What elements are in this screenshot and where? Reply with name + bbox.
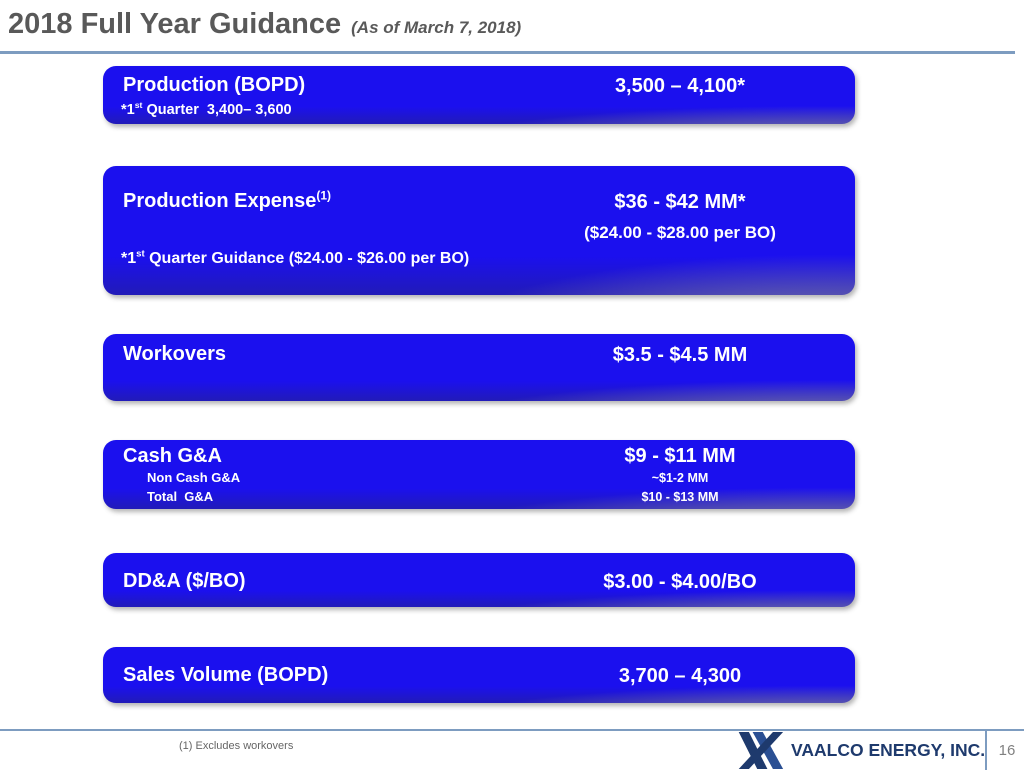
workovers-value-group: $3.5 - $4.5 MM (530, 344, 830, 367)
non-cash-ga-value: ~$1-2 MM (651, 471, 709, 485)
guidance-box-sales-volume: Sales Volume (BOPD) 3,700 – 4,300 (103, 647, 855, 703)
workovers-label: Workovers (123, 343, 227, 365)
production-note-post: Quarter 3,400– 3,600 (142, 102, 292, 118)
production-note-pre: *1 (121, 102, 135, 118)
production-expense-note-sup: st (136, 248, 145, 260)
guidance-box-production: Production (BOPD) 3,500 – 4,100* *1st Qu… (103, 66, 855, 124)
footnote: (1) Excludes workovers (179, 740, 294, 752)
production-note: *1st Quarter 3,400– 3,600 (121, 100, 292, 118)
production-expense-note: *1st Quarter Guidance ($24.00 - $26.00 p… (121, 248, 470, 268)
production-expense-note-post: Quarter Guidance ($24.00 - $26.00 per BO… (144, 250, 470, 267)
guidance-box-workovers: Workovers $3.5 - $4.5 MM (103, 334, 855, 401)
production-expense-label-text: Production Expense (123, 190, 317, 212)
production-expense-value-per-bo: ($24.00 - $28.00 per BO) (584, 223, 776, 242)
company-name: VAALCO ENERGY, INC. (791, 740, 986, 760)
workovers-value: $3.5 - $4.5 MM (612, 344, 748, 366)
production-expense-value: $36 - $42 MM* (614, 191, 746, 213)
guidance-box-production-expense: Production Expense(1) $36 - $42 MM* ($24… (103, 166, 855, 295)
total-ga-value: $10 - $13 MM (641, 490, 719, 504)
production-expense-value-group: $36 - $42 MM* ($24.00 - $28.00 per BO) (530, 191, 830, 243)
dda-value: $3.00 - $4.00/BO (603, 571, 757, 593)
page-subtitle: (As of March 7, 2018) (351, 18, 522, 37)
cash-ga-value-group: $9 - $11 MM (530, 445, 830, 468)
dda-value-group: $3.00 - $4.00/BO (530, 571, 830, 594)
header: 2018 Full Year Guidance (As of March 7, … (8, 8, 521, 41)
cash-ga-value: $9 - $11 MM (624, 445, 736, 467)
non-cash-ga-label: Non Cash G&A (147, 470, 241, 485)
sales-volume-value: 3,700 – 4,300 (618, 665, 742, 687)
total-ga-label: Total G&A (147, 489, 214, 504)
page-title: 2018 Full Year Guidance (8, 8, 342, 40)
guidance-box-cash-ga: Cash G&A $9 - $11 MM Non Cash G&A ~$1-2 … (103, 440, 855, 509)
vaalco-logo-icon (738, 732, 784, 769)
page-number: 16 (998, 742, 1016, 759)
brand: VAALCO ENERGY, INC. (736, 732, 985, 769)
footer-divider (0, 729, 1024, 731)
dda-label: DD&A ($/BO) (123, 570, 246, 592)
sales-volume-label: Sales Volume (BOPD) (123, 664, 329, 686)
production-expense-label-sup: (1) (316, 188, 332, 203)
sales-volume-value-group: 3,700 – 4,300 (530, 665, 830, 688)
production-expense-label: Production Expense(1) (123, 188, 332, 213)
production-label: Production (BOPD) (123, 74, 306, 96)
production-note-sup: st (134, 100, 143, 111)
title-divider (0, 51, 1015, 54)
production-expense-note-pre: *1 (121, 250, 137, 267)
page-number-divider (985, 731, 987, 770)
cash-ga-label: Cash G&A (123, 445, 222, 467)
guidance-box-dda: DD&A ($/BO) $3.00 - $4.00/BO (103, 553, 855, 607)
production-value-group: 3,500 – 4,100* (530, 75, 830, 98)
production-value: 3,500 – 4,100* (614, 75, 746, 97)
